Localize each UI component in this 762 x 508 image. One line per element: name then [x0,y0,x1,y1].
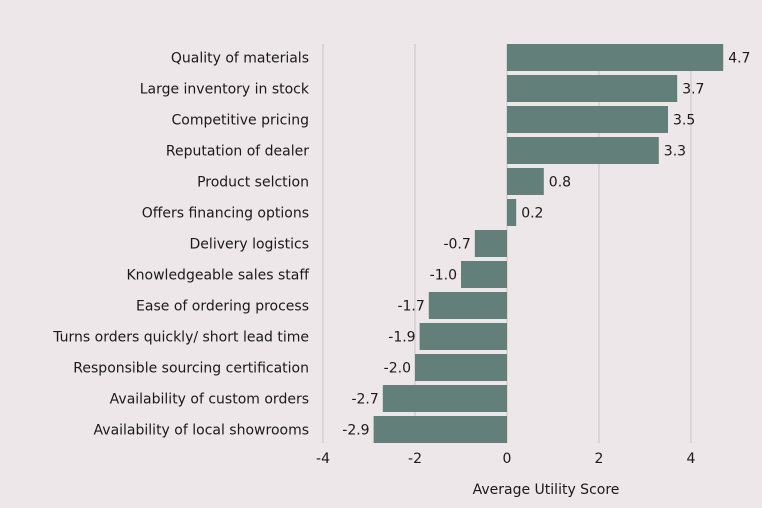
bar-1 [507,75,678,102]
bars [373,44,724,443]
value-label-11: -2.7 [351,392,378,408]
category-labels: Quality of materials Large inventory in s… [52,51,310,439]
x-axis-ticks: -4 -2 0 2 4 [316,451,696,467]
category-label-7: Knowledgeable sales staff [126,268,309,284]
value-label-6: -0.7 [443,237,470,253]
value-label-5: 0.2 [521,206,543,222]
bar-8 [428,292,507,319]
x-tick-label-0: -4 [316,451,330,467]
category-label-0: Quality of materials [171,51,309,67]
bar-5 [507,199,517,226]
value-labels: 4.7 3.7 3.5 3.3 0.8 0.2 -0.7 -1.0 -1.7 -1.9 -2.0 -2… [342,51,750,439]
category-label-9: Turns orders quickly/ short lead time [52,330,309,346]
bar-9 [419,323,507,350]
category-label-1: Large inventory in stock [140,82,310,98]
value-label-3: 3.3 [664,144,686,160]
bar-6 [474,230,507,257]
value-label-1: 3.7 [682,82,704,98]
bar-11 [382,385,507,412]
value-label-10: -2.0 [384,361,411,377]
category-label-2: Competitive pricing [172,113,309,129]
value-label-8: -1.7 [397,299,424,315]
value-label-7: -1.0 [430,268,457,284]
category-label-5: Offers financing options [142,206,309,222]
category-label-10: Responsible sourcing certification [73,361,309,377]
value-label-12: -2.9 [342,423,369,439]
category-label-12: Availability of local showrooms [94,423,309,439]
value-label-0: 4.7 [728,51,750,67]
bar-2 [507,106,668,133]
x-axis-title: Average Utility Score [473,482,620,498]
value-label-2: 3.5 [673,113,695,129]
category-label-8: Ease of ordering process [136,299,309,315]
bar-3 [507,137,659,164]
bar-7 [461,261,507,288]
bar-10 [415,354,507,381]
x-tick-label-4: 4 [687,451,696,467]
x-tick-label-3: 2 [595,451,604,467]
category-label-11: Availability of custom orders [110,392,309,408]
bar-0 [507,44,724,71]
value-label-4: 0.8 [549,175,571,191]
value-label-9: -1.9 [388,330,415,346]
category-label-4: Product selction [197,175,309,191]
x-tick-label-1: -2 [408,451,422,467]
bar-12 [373,416,507,443]
category-label-6: Delivery logistics [190,237,309,253]
category-label-3: Reputation of dealer [166,144,309,160]
bar-4 [507,168,544,195]
x-tick-label-2: 0 [503,451,512,467]
